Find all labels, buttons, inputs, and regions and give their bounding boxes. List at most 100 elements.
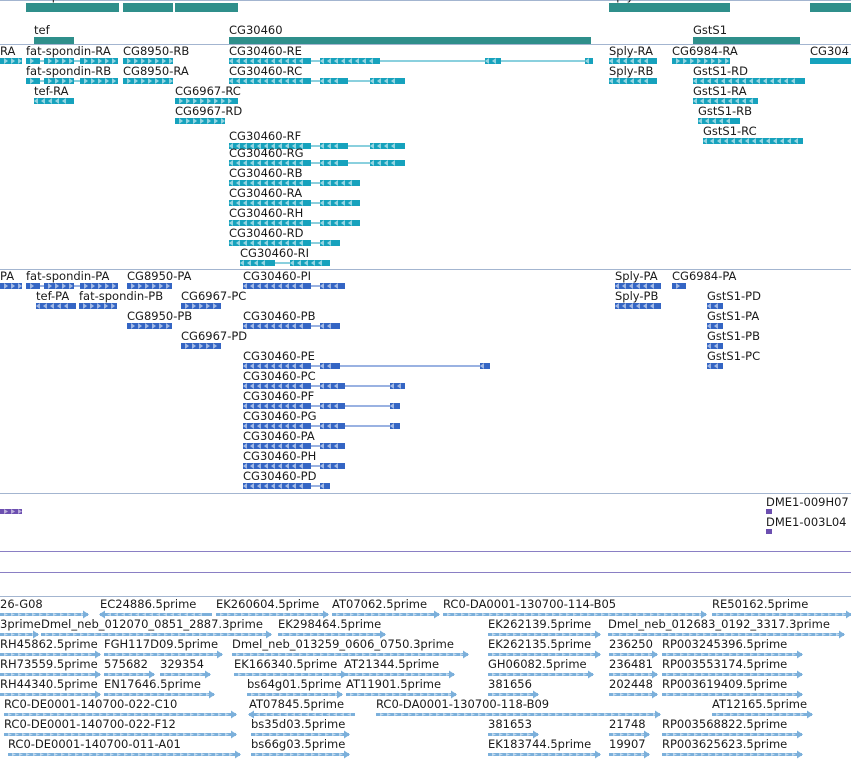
transcript-track-feature[interactable] (0, 58, 22, 64)
ticks-track-feature[interactable] (766, 529, 772, 534)
protein-track-feature[interactable] (181, 303, 221, 309)
exon-block[interactable] (320, 483, 330, 489)
exon-block[interactable] (243, 463, 311, 469)
gene-track-feature[interactable] (26, 3, 119, 12)
exon-block[interactable] (229, 240, 311, 246)
exon-block[interactable] (672, 3, 730, 12)
exon-block[interactable] (290, 260, 330, 266)
est-track-feature[interactable] (609, 730, 650, 739)
est-track-feature[interactable] (712, 610, 851, 619)
est-track-feature[interactable] (216, 610, 329, 619)
est-track-feature[interactable] (232, 650, 469, 659)
transcript-track-feature[interactable] (229, 200, 360, 206)
transcript-track-feature[interactable] (229, 58, 593, 64)
exon-block[interactable] (175, 3, 238, 12)
protein-track-feature[interactable] (707, 363, 723, 369)
exon-block[interactable] (390, 403, 400, 409)
exon-block[interactable] (229, 220, 311, 226)
protein-track-feature[interactable] (243, 363, 490, 369)
est-track-feature[interactable] (662, 690, 803, 699)
transcript-track-feature[interactable] (698, 118, 740, 124)
exon-block[interactable] (243, 443, 311, 449)
est-track-feature[interactable] (104, 650, 223, 659)
exon-block[interactable] (127, 283, 172, 289)
transcript-track-feature[interactable] (240, 260, 330, 266)
exon-block[interactable] (320, 283, 345, 289)
protein-track-feature[interactable] (79, 303, 117, 309)
est-track-feature[interactable] (251, 750, 350, 759)
exon-block[interactable] (480, 363, 490, 369)
protein-track-feature[interactable] (127, 323, 172, 329)
est-track-feature[interactable] (0, 610, 89, 619)
est-track-feature[interactable] (662, 670, 803, 679)
transcript-track-feature[interactable] (229, 180, 360, 186)
gene-track-feature[interactable] (175, 3, 238, 12)
est-track-feature[interactable] (251, 730, 350, 739)
est-track-feature[interactable] (609, 690, 658, 699)
transcript-track-feature[interactable] (175, 118, 225, 124)
transcript-track-feature[interactable] (123, 58, 173, 64)
protein-track-feature[interactable] (243, 483, 330, 489)
gene-track-feature[interactable] (34, 37, 74, 44)
transcript-track-feature[interactable] (229, 220, 360, 226)
exon-block[interactable] (320, 423, 345, 429)
protein-track-feature[interactable] (243, 423, 400, 429)
exon-block[interactable] (26, 3, 119, 12)
gene-track-feature[interactable] (810, 3, 851, 12)
est-track-feature[interactable] (4, 710, 237, 719)
exon-block[interactable] (320, 463, 345, 469)
transcript-track-feature[interactable] (26, 58, 118, 64)
exon-block[interactable] (34, 98, 74, 104)
est-track-feature[interactable] (0, 650, 101, 659)
est-track-feature[interactable] (99, 610, 212, 619)
protein-track-feature[interactable] (127, 283, 172, 289)
est-track-feature[interactable] (332, 610, 440, 619)
exon-block[interactable] (320, 180, 360, 186)
exon-block[interactable] (376, 713, 660, 716)
exon-block[interactable] (104, 653, 222, 656)
exon-block[interactable] (243, 283, 311, 289)
transcript-track-feature[interactable] (609, 58, 657, 64)
transcript-track-feature[interactable] (703, 138, 803, 144)
exon-block[interactable] (320, 403, 345, 409)
protein-track-feature[interactable] (243, 323, 340, 329)
exon-block[interactable] (229, 78, 311, 84)
est-track-feature[interactable] (0, 690, 101, 699)
est-track-feature[interactable] (160, 670, 211, 679)
transcript-track-feature[interactable] (229, 78, 405, 84)
exon-block[interactable] (693, 37, 800, 44)
exon-block[interactable] (609, 653, 657, 656)
exon-block[interactable] (320, 220, 360, 226)
transcript-track-feature[interactable] (229, 143, 405, 149)
transcript-track-feature[interactable] (693, 78, 805, 84)
exon-block[interactable] (229, 200, 311, 206)
protein-track-feature[interactable] (181, 343, 221, 349)
transcript-track-feature[interactable] (229, 160, 405, 166)
est-track-feature[interactable] (443, 610, 707, 619)
ticks-track-feature[interactable] (766, 509, 772, 514)
exon-block[interactable] (320, 383, 345, 389)
est-track-feature[interactable] (344, 670, 455, 679)
protein-track-feature[interactable] (26, 283, 118, 289)
protein-track-feature[interactable] (36, 303, 76, 309)
exon-block[interactable] (609, 673, 657, 676)
exon-block[interactable] (127, 323, 172, 329)
exon-block[interactable] (243, 403, 311, 409)
est-track-feature[interactable] (488, 730, 539, 739)
gene-track-feature[interactable] (123, 3, 173, 12)
exon-block[interactable] (320, 200, 360, 206)
exon-block[interactable] (36, 303, 76, 309)
protein-track-feature[interactable] (672, 283, 686, 289)
exon-block[interactable] (243, 383, 311, 389)
exon-block[interactable] (810, 58, 851, 64)
est-track-feature[interactable] (4, 730, 237, 739)
exon-block[interactable] (0, 613, 88, 616)
protein-track-feature[interactable] (615, 303, 661, 309)
est-track-feature[interactable] (662, 730, 803, 739)
est-track-feature[interactable] (234, 670, 347, 679)
transcript-track-feature[interactable] (34, 98, 74, 104)
protein-track-feature[interactable] (243, 463, 345, 469)
transcript-track-feature[interactable] (26, 78, 118, 84)
protein-track-feature[interactable] (615, 283, 661, 289)
gene-track-feature[interactable] (609, 3, 672, 12)
